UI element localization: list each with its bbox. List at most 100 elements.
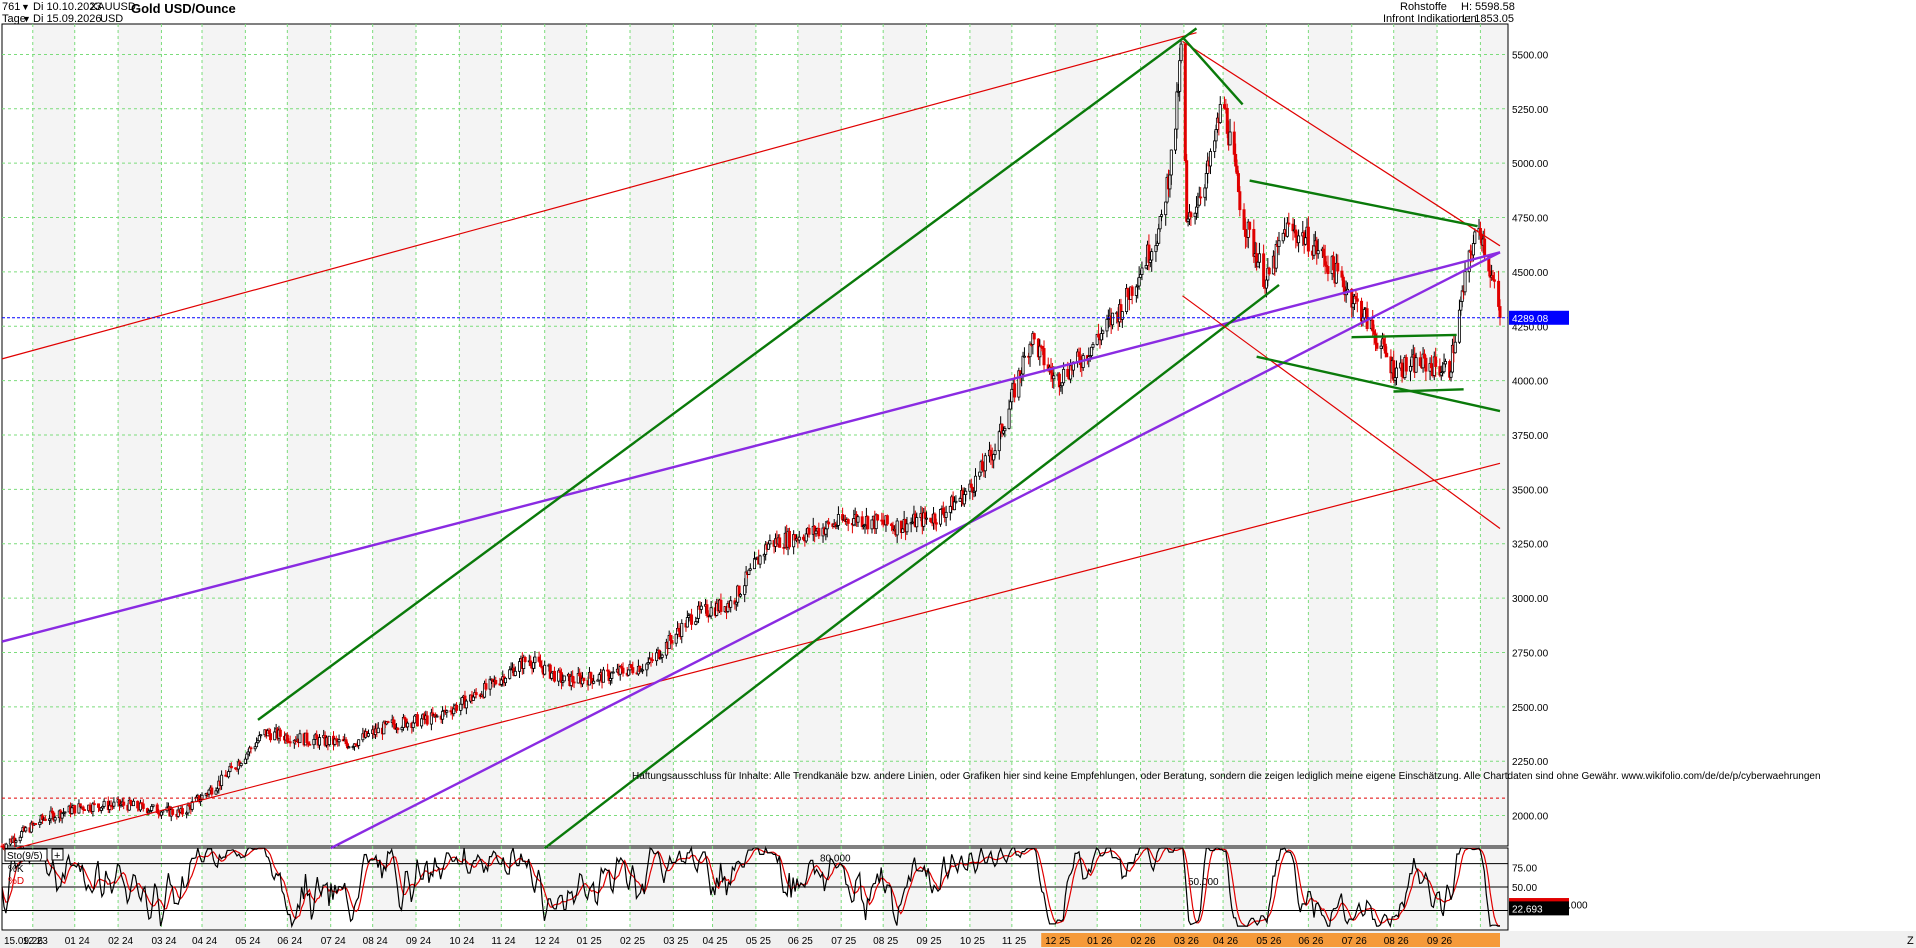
plus-icon[interactable]: + — [54, 850, 60, 862]
candle-body — [944, 511, 948, 518]
candle-body — [1316, 250, 1320, 255]
highlighted-period — [1041, 933, 1500, 947]
candle-body — [308, 743, 312, 746]
candle-body — [1312, 245, 1316, 256]
candle-body — [245, 753, 249, 760]
add-indicator-button[interactable] — [51, 848, 64, 861]
candle-body — [1498, 306, 1502, 319]
candle-body — [631, 667, 635, 674]
x-tick-label: 11 25 — [1002, 936, 1027, 947]
candle-body — [739, 594, 743, 597]
trendline[interactable] — [257, 27, 1198, 721]
trendline[interactable] — [1182, 40, 1501, 247]
trendline[interactable] — [1249, 179, 1478, 228]
candle-body — [494, 679, 498, 685]
candle-body — [1471, 243, 1475, 256]
date-to[interactable]: Di 15.09.2026 — [33, 13, 102, 25]
candle-body — [1267, 267, 1271, 275]
candle-body — [425, 715, 429, 725]
candle-body — [1077, 351, 1081, 357]
candle-body — [543, 664, 547, 675]
candle-body — [1204, 173, 1208, 189]
candle-body — [993, 450, 997, 455]
month-band — [372, 24, 417, 930]
candle-body — [552, 670, 556, 682]
trendline[interactable] — [1, 32, 1197, 360]
trendline[interactable] — [1256, 355, 1501, 413]
month-band — [1480, 24, 1508, 930]
x-tick-label: 07 24 — [321, 936, 346, 947]
chevron-down-icon[interactable]: ▼ — [21, 2, 30, 12]
candle-body — [629, 664, 633, 668]
candle-body — [1287, 222, 1291, 225]
candle-body — [1007, 408, 1011, 429]
candle-body — [685, 617, 689, 628]
candle-body — [499, 679, 503, 685]
x-tick-label: 07 26 — [1342, 936, 1367, 947]
candle-body — [508, 669, 512, 679]
trendline[interactable] — [543, 284, 1280, 850]
candle-body — [885, 515, 889, 525]
candle-body — [1203, 187, 1207, 198]
candle-body — [532, 662, 536, 669]
trendline[interactable] — [1, 251, 1501, 643]
candle-body — [660, 654, 664, 658]
candle-body — [83, 809, 87, 811]
stochastic-title-box[interactable] — [4, 848, 48, 862]
candle-body — [484, 683, 488, 690]
x-tick-label: 06 26 — [1298, 936, 1323, 947]
candle-body — [504, 677, 508, 684]
x-tick-label: 06 24 — [277, 936, 302, 947]
trendline[interactable] — [330, 251, 1501, 850]
y-tick-label: 2250.00 — [1512, 757, 1549, 768]
candle-body — [171, 809, 175, 815]
candle-body — [1175, 91, 1179, 130]
candle-body — [214, 790, 218, 795]
candle-body — [1183, 43, 1187, 162]
month-band — [883, 24, 927, 930]
candle-body — [1434, 356, 1438, 367]
candle-body — [220, 774, 224, 787]
candle-body — [1459, 301, 1463, 311]
candle-body — [452, 708, 456, 715]
candle-body — [866, 516, 870, 530]
chart-header: 761 ▼ Di 10.10.2023 Tage ▼ Di 15.09.2026… — [0, 0, 1916, 30]
stochastic-level-label: 50.000 — [1188, 877, 1219, 888]
candle-body — [670, 640, 674, 644]
candle-body — [267, 730, 271, 735]
candle-body — [513, 670, 517, 676]
candle-body — [650, 659, 654, 662]
candle-body — [347, 746, 351, 749]
x-tick-label: 02 24 — [108, 936, 133, 947]
candle-body — [386, 721, 390, 723]
currency: USD — [100, 13, 124, 25]
interval-label[interactable]: Tage — [2, 13, 26, 25]
trendline[interactable] — [1181, 36, 1244, 106]
chevron-down-icon[interactable]: ▼ — [22, 14, 31, 24]
candle-body — [227, 771, 231, 778]
trendline[interactable] — [1351, 333, 1457, 339]
legend-d: %D — [8, 876, 24, 887]
candle-body — [1371, 319, 1375, 332]
candle-body — [1332, 256, 1336, 271]
candle-body — [1281, 232, 1285, 242]
candle-body — [1235, 165, 1239, 174]
trendline[interactable] — [1182, 295, 1501, 529]
trendline[interactable] — [1393, 388, 1464, 393]
candle-body — [964, 490, 968, 495]
candle-body — [18, 836, 22, 842]
candle-body — [729, 600, 733, 608]
x-tick-label: 02 26 — [1131, 936, 1156, 947]
candle-body — [709, 607, 713, 617]
candle-body — [1336, 262, 1340, 272]
candle-body — [180, 808, 184, 815]
candle-body — [396, 727, 400, 731]
trendline[interactable] — [15, 462, 1501, 849]
date-from[interactable]: Di 10.10.2023 — [33, 1, 102, 13]
candle-body — [997, 431, 1001, 452]
last-price-label: 4289.08 — [1512, 314, 1549, 325]
candle-body — [1443, 361, 1447, 365]
candle-body — [161, 810, 165, 813]
candle-body — [538, 660, 542, 667]
